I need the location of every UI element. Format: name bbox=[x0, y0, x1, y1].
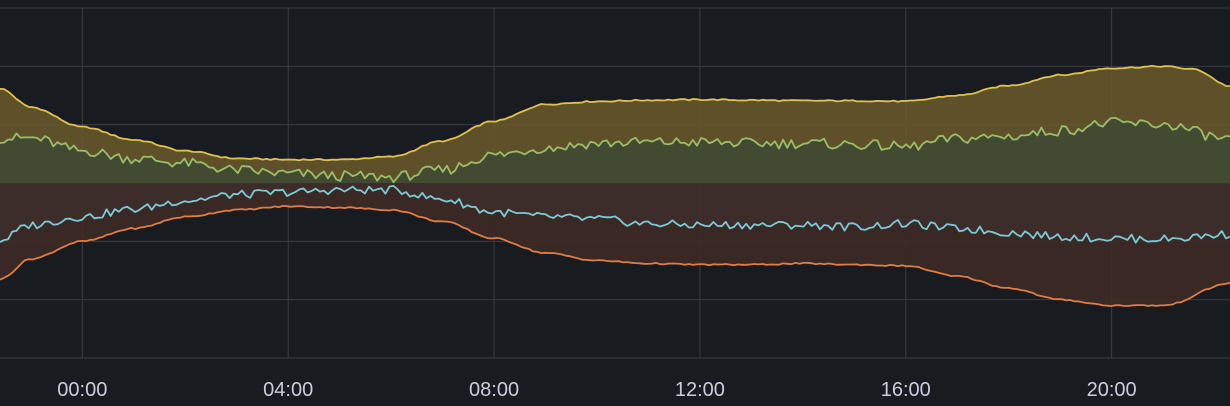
series-line-1 bbox=[0, 64, 1230, 162]
x-tick-label: 12:00 bbox=[675, 379, 725, 401]
series-line-3 bbox=[0, 185, 1230, 244]
series-line-4 bbox=[0, 205, 1230, 307]
x-tick-label: 20:00 bbox=[1087, 379, 1137, 401]
series-area-2 bbox=[0, 117, 1230, 183]
series-line-2 bbox=[0, 116, 1230, 183]
x-tick-label: 08:00 bbox=[469, 379, 519, 401]
x-tick-label: 04:00 bbox=[263, 379, 313, 401]
x-tick-label: 00:00 bbox=[57, 379, 107, 401]
x-tick-label: 16:00 bbox=[881, 379, 931, 401]
series-area-4 bbox=[0, 183, 1230, 307]
series-lines bbox=[0, 64, 1230, 307]
x-axis: 00:00 04:00 08:00 12:00 16:00 20:00 bbox=[57, 379, 1136, 401]
